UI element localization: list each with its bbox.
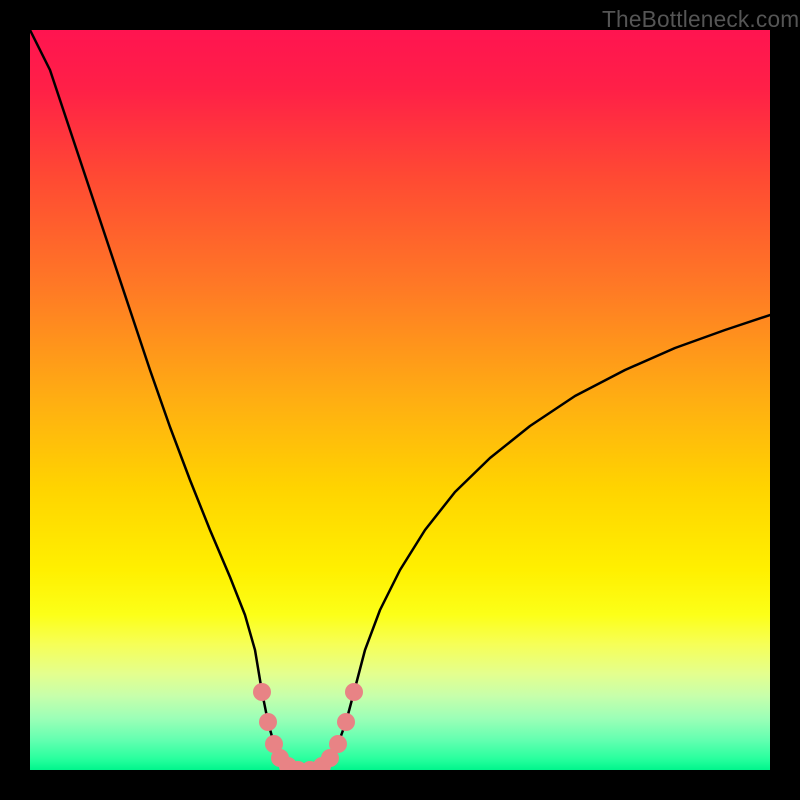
marker-dot — [337, 713, 355, 731]
marker-dot — [259, 713, 277, 731]
marker-dot — [329, 735, 347, 753]
marker-dot — [345, 683, 363, 701]
watermark-text: TheBottleneck.com — [602, 6, 799, 33]
marker-dot — [253, 683, 271, 701]
bottleneck-chart — [30, 30, 770, 770]
plot-frame: TheBottleneck.com — [0, 0, 800, 800]
chart-background — [30, 30, 770, 770]
